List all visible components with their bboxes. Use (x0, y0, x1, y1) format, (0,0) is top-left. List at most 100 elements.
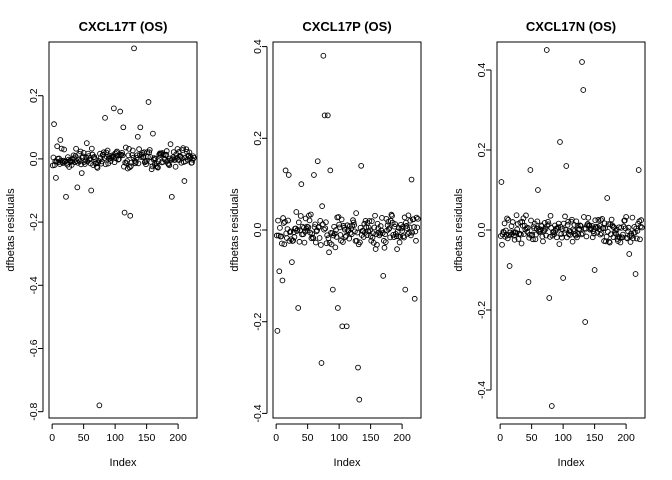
data-point-outlier (560, 275, 566, 281)
data-point (413, 214, 420, 221)
data-point (138, 154, 144, 160)
data-point (372, 212, 378, 219)
data-point (143, 161, 149, 168)
data-point (180, 145, 186, 151)
data-point-outlier (411, 295, 418, 302)
data-point (398, 225, 405, 232)
data-point (620, 231, 626, 238)
y-tick-label: 0.0 (28, 151, 40, 166)
data-point (309, 234, 316, 241)
data-point (322, 225, 329, 232)
data-point (308, 235, 315, 242)
data-point (325, 235, 332, 241)
y-tick-label: -0.2 (252, 313, 264, 331)
data-point (562, 213, 568, 220)
x-tick-label: 200 (169, 432, 187, 444)
data-point-outlier (506, 263, 513, 269)
data-point (278, 240, 285, 247)
data-point (317, 218, 324, 224)
data-point (306, 217, 313, 224)
data-point (389, 213, 395, 219)
data-point (91, 154, 98, 160)
data-point-outlier (96, 402, 103, 409)
data-point (167, 141, 174, 148)
data-point-outlier (408, 176, 415, 183)
data-point (363, 232, 370, 238)
data-point-outlier (321, 112, 328, 119)
data-point (547, 212, 554, 219)
data-point (404, 225, 410, 232)
data-point-outlier (535, 187, 541, 193)
data-point-outlier (145, 99, 152, 105)
data-point-outlier (102, 114, 108, 121)
data-point (403, 219, 409, 226)
data-point (80, 153, 86, 160)
data-point (545, 218, 551, 225)
data-point (634, 228, 641, 234)
chart-panel-1: CXCL17T (OS) 0 50 100 150 200 Index -0.8 -0.6 -0.… (5, 19, 198, 469)
data-point (125, 152, 132, 159)
data-point (172, 163, 179, 170)
data-point (354, 229, 361, 236)
data-point (584, 221, 591, 227)
data-point (574, 234, 580, 241)
data-point (191, 154, 197, 161)
data-point (78, 170, 85, 176)
data-point (281, 241, 288, 248)
data-point (88, 145, 95, 152)
data-point-outlier (120, 124, 127, 131)
data-point (155, 164, 161, 171)
data-point (509, 219, 516, 225)
data-point (357, 239, 363, 246)
data-point-outlier (127, 212, 134, 219)
y-tick-label: -0.4 (28, 276, 40, 294)
data-point (73, 145, 79, 152)
data-point (119, 152, 126, 159)
data-point-outlier (137, 124, 144, 131)
data-point (287, 229, 293, 236)
data-point (390, 231, 397, 238)
data-point (129, 147, 136, 154)
data-point-outlier (289, 259, 295, 265)
x-tick-label: 100 (106, 432, 124, 444)
data-point (592, 217, 599, 224)
data-point (163, 148, 170, 154)
data-point-outlier (168, 193, 175, 200)
y-tick-label: 0.0 (476, 223, 488, 238)
data-point (606, 239, 613, 246)
data-point-outlier (548, 403, 555, 409)
chart-panel-2: CXCL17P (OS) 0 50 100 150 200 Index -0.4 -0.2 0.0… (229, 19, 422, 469)
data-point (378, 227, 385, 234)
data-point (316, 235, 323, 241)
data-point (625, 224, 632, 231)
data-point-outlier (318, 360, 325, 366)
data-point (415, 216, 421, 222)
data-point-outlier (355, 364, 361, 371)
data-point-outlier (63, 193, 69, 200)
data-point (538, 223, 545, 230)
data-point (403, 223, 410, 229)
data-point-outlier (358, 162, 365, 169)
data-point (365, 224, 372, 231)
data-point (366, 218, 373, 224)
data-point (514, 226, 521, 233)
data-point (374, 241, 380, 248)
data-point-outlier (580, 87, 587, 93)
data-point-outlier (632, 271, 639, 277)
x-tick-label: 150 (138, 432, 156, 444)
data-point (111, 159, 118, 166)
y-tick-label: -0.4 (476, 381, 488, 399)
data-point (604, 228, 611, 235)
chart-title: CXCL17T (OS) (79, 19, 168, 34)
x-tick-label: 150 (362, 432, 380, 444)
data-point (328, 241, 335, 248)
data-point (579, 230, 586, 237)
data-point (340, 239, 346, 245)
data-point-outlier (83, 140, 90, 146)
data-point (399, 227, 405, 234)
data-point-outlier (51, 121, 57, 128)
data-point-outlier (150, 130, 156, 137)
y-axis-label: dfbetas residuals (453, 188, 465, 272)
data-point (309, 231, 315, 237)
